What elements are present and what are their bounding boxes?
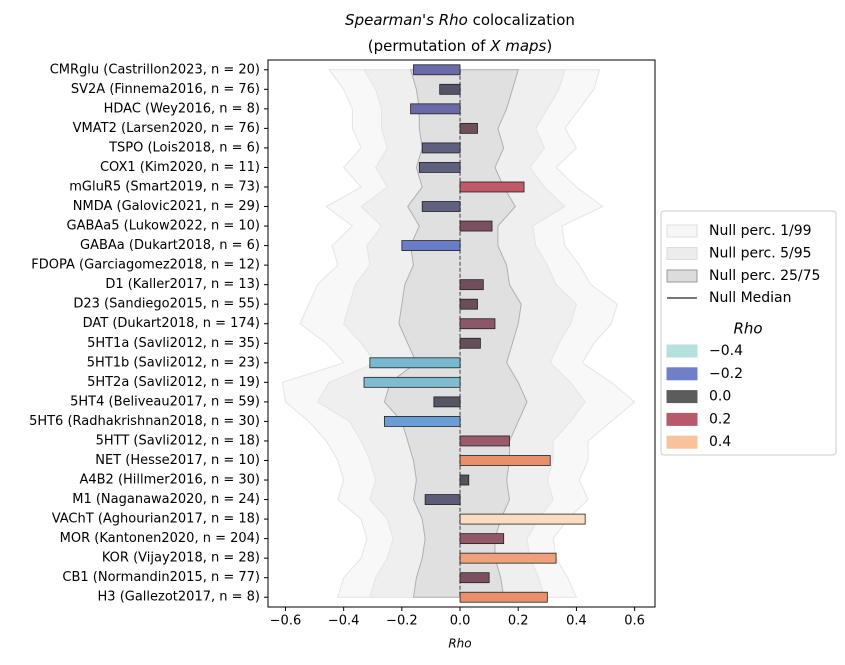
legend-box: [660, 210, 837, 456]
title-text: colocalization: [473, 11, 575, 29]
bar: [459, 279, 484, 291]
bar: [459, 298, 478, 310]
legend-title: Rho: [733, 320, 762, 338]
y-tick-label: D1 (Kaller2017, n = 13): [105, 277, 260, 292]
y-tick-label: SV2A (Finnema2016, n = 76): [71, 82, 260, 97]
y-tick-label: MOR (Kantonen2020, n = 204): [60, 531, 260, 546]
legend-label: Null perc. 1/99: [709, 223, 812, 239]
subtitle-end: ): [546, 37, 552, 55]
legend-swatch: [666, 247, 698, 260]
y-tick-label: 5HT1b (Savli2012, n = 23): [87, 355, 260, 370]
y-tick-label: TSPO (Lois2018, n = 6): [108, 140, 260, 155]
y-tick-label: VAChT (Aghourian2017, n = 18): [52, 512, 260, 527]
x-tick-label: −0.6: [270, 614, 302, 629]
bar: [421, 142, 461, 154]
bar: [459, 591, 548, 603]
legend-swatch: [666, 224, 698, 238]
bar: [413, 64, 461, 76]
y-tick-label: H3 (Gallezot2017, n = 8): [98, 590, 260, 605]
bar: [459, 220, 493, 232]
legend-label: Null Median: [709, 290, 792, 306]
subtitle-start: (permutation of: [368, 37, 486, 55]
x-tick-label: 0.6: [624, 614, 645, 629]
legend-swatch: [666, 390, 698, 404]
y-tick-label: COX1 (Kim2020, n = 11): [100, 160, 260, 175]
subtitle-italic: X maps: [489, 37, 546, 55]
x-tick-label: 0.4: [566, 614, 587, 629]
y-tick-label: 5HTT (Savli2012, n = 18): [96, 433, 260, 448]
bar: [410, 103, 461, 115]
bar: [459, 318, 496, 330]
x-tick-label: −0.4: [328, 614, 360, 629]
y-tick-label: 5HT1a (Savli2012, n = 35): [87, 336, 260, 351]
bar: [421, 201, 461, 212]
x-tick-label: −0.2: [386, 614, 418, 629]
bar: [363, 376, 461, 388]
bar: [459, 572, 490, 584]
bar: [459, 474, 470, 486]
y-tick-label: NET (Hesse2017, n = 10): [95, 453, 260, 468]
bar: [401, 240, 461, 251]
legend-label: 0.0: [709, 389, 731, 405]
legend-swatch: [666, 269, 698, 283]
bar: [459, 181, 525, 193]
legend-label: −0.2: [709, 366, 743, 382]
chart-subtitle: (permutation of X maps): [368, 37, 552, 55]
y-tick-label: M1 (Naganawa2020, n = 24): [72, 492, 260, 507]
chart-title: Spearman's Rho colocalization: [345, 11, 575, 29]
y-tick-label: 5HT4 (Beliveau2017, n = 59): [70, 394, 260, 409]
bar: [369, 357, 461, 369]
y-tick-label: CB1 (Normandin2015, n = 77): [62, 570, 260, 585]
legend-label: 0.2: [709, 411, 731, 427]
y-tick-label: 5HT6 (Radhakrishnan2018, n = 30): [29, 414, 260, 429]
y-tick-label: A4B2 (Hillmer2016, n = 30): [79, 473, 260, 488]
y-tick-label: mGluR5 (Smart2019, n = 73): [69, 179, 260, 194]
y-tick-label: 5HT2a (Savli2012, n = 19): [87, 375, 260, 390]
bar: [459, 513, 586, 525]
legend-label: 0.4: [709, 434, 731, 450]
bar: [459, 455, 551, 466]
y-tick-label: HDAC (Wey2016, n = 8): [104, 101, 260, 116]
bar: [459, 435, 510, 447]
bar: [383, 416, 461, 427]
y-tick-label: D23 (Sandiego2015, n = 55): [73, 297, 260, 312]
y-tick-label: DAT (Dukart2018, n = 174): [83, 316, 260, 331]
bar: [459, 122, 478, 134]
y-tick-label: NMDA (Galovic2021, n = 29): [73, 199, 260, 214]
x-axis-label: Rho: [448, 637, 471, 651]
legend-swatch: [666, 344, 698, 358]
plot-frame: [267, 59, 656, 608]
legend-label: Null perc. 5/95: [709, 246, 812, 262]
legend-swatch: [666, 435, 698, 449]
legend: Null perc. 1/99 Null perc. 5/95 Null perc.…: [660, 210, 837, 456]
y-tick-label: FDOPA (Garciagomez2018, n = 12): [31, 258, 260, 273]
legend-swatch: [666, 367, 698, 381]
bar: [424, 494, 461, 505]
bar: [439, 83, 461, 95]
title-italic: Spearman's Rho: [345, 11, 468, 29]
bar: [433, 396, 461, 408]
bar: [418, 162, 461, 173]
bar: [459, 552, 557, 564]
y-tick-label: CMRglu (Castrillon2023, n = 20): [50, 62, 260, 77]
y-tick-label: GABAa (Dukart2018, n = 6): [80, 238, 260, 253]
bar: [459, 337, 481, 349]
bar: [459, 533, 505, 545]
x-tick-label: 0.2: [508, 614, 529, 629]
x-tick-label: 0.0: [450, 614, 471, 629]
legend-swatch: [666, 412, 698, 426]
legend-label: Null perc. 25/75: [709, 268, 820, 284]
y-tick-label: GABAa5 (Lukow2022, n = 10): [67, 219, 260, 234]
y-tick-label: VMAT2 (Larsen2020, n = 76): [73, 121, 260, 136]
legend-label: −0.4: [709, 343, 743, 359]
y-tick-label: KOR (Vijay2018, n = 28): [102, 551, 260, 566]
